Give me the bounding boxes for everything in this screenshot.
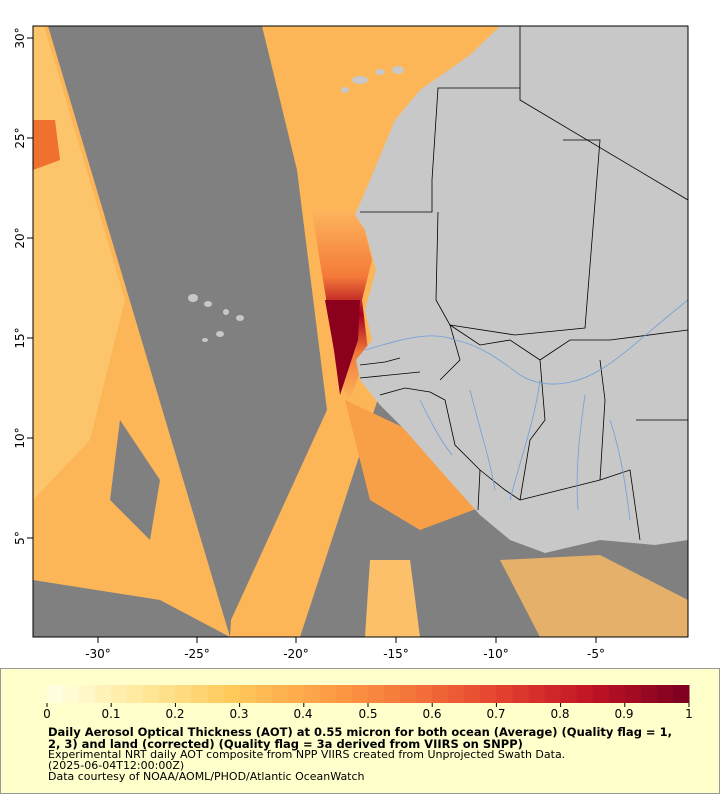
rivers — [364, 299, 688, 521]
aot-gulf-patch-2 — [500, 555, 688, 637]
colorbar-segment — [127, 685, 144, 703]
x-tick-label: -10° — [483, 647, 509, 661]
colorbar — [46, 685, 690, 707]
colorbar-segment — [400, 685, 417, 703]
legend-title: Daily Aerosol Optical Thickness (AOT) at… — [48, 725, 672, 751]
aot-patch-red-nw — [33, 120, 60, 170]
legend-credit: Data courtesy of NOAA/AOML/PHOD/Atlantic… — [48, 770, 365, 783]
colorbar-segment — [239, 685, 257, 703]
colorbar-segment — [95, 685, 112, 703]
colorbar-segment — [560, 685, 578, 703]
map-plot-area — [33, 26, 688, 637]
colorbar-segment — [480, 685, 497, 703]
colorbar-segment — [640, 685, 658, 703]
nodata-gap-sw — [33, 580, 230, 637]
aot-dust-core — [325, 300, 360, 395]
colorbar-tick-label: 0.8 — [550, 707, 570, 721]
colorbar-segment — [368, 685, 385, 703]
colorbar-segment — [624, 685, 642, 703]
colorbar-segment — [319, 685, 337, 703]
colorbar-segment — [207, 685, 225, 703]
colorbar-segment — [271, 685, 289, 703]
colorbar-tick-label: 0.9 — [614, 707, 634, 721]
colorbar-segment — [576, 685, 594, 703]
y-tick-label: 15° — [13, 327, 27, 348]
colorbar-segment — [255, 685, 273, 703]
y-tick-label: 30° — [13, 27, 27, 48]
y-axis: 30° 25° 20° 15° 10° 5° — [13, 27, 27, 544]
colorbar-segment — [223, 685, 241, 703]
colorbar-tick-label: 0.3 — [229, 707, 249, 721]
colorbar-tick-label: 0.6 — [422, 707, 442, 721]
colorbar-segment — [496, 685, 513, 703]
colorbar-segment — [287, 685, 305, 703]
country-borders — [359, 26, 688, 541]
tick-marks — [27, 37, 597, 643]
colorbar-segment — [111, 685, 128, 703]
colorbar-segment — [351, 685, 369, 703]
x-tick-label: -20° — [283, 647, 309, 661]
y-tick-label: 25° — [13, 127, 27, 148]
colorbar-segment — [448, 685, 465, 703]
y-tick-label: 20° — [13, 227, 27, 248]
colorbar-segment — [159, 685, 176, 703]
map-frame — [32, 25, 689, 638]
x-tick-label: -5° — [587, 647, 605, 661]
map-figure: -30° -25° -20° -15° -10° -5° 30° 25° 20°… — [13, 25, 689, 661]
colorbar-tick-label: 0.1 — [101, 707, 121, 721]
colorbar-tick-label: 1 — [685, 707, 693, 721]
land-africa — [355, 26, 688, 553]
colorbar-segment — [656, 685, 674, 703]
colorbar-segment — [63, 685, 80, 703]
legend-date: (2025-06-04T12:00:00Z) — [48, 759, 185, 772]
colorbar-tick-label: 0.4 — [293, 707, 313, 721]
aot-southern-coastal — [345, 400, 500, 530]
x-tick-label: -30° — [85, 647, 111, 661]
colorbar-segment — [432, 685, 449, 703]
x-tick-label: -25° — [184, 647, 210, 661]
colorbar-segment — [335, 685, 353, 703]
colorbar-segment — [143, 685, 160, 703]
canary-islands — [341, 66, 404, 93]
colorbar-segment — [512, 685, 529, 703]
y-tick-label: 10° — [13, 427, 27, 448]
x-tick-label: -15° — [383, 647, 409, 661]
aot-gulf-patch-1 — [365, 560, 420, 637]
map-svg: -30° -25° -20° -15° -10° -5° 30° 25° 20°… — [13, 25, 689, 661]
nodata-gap-w — [110, 420, 160, 540]
colorbar-segment — [528, 685, 546, 703]
colorbar-segment — [47, 685, 64, 703]
colorbar-segment — [303, 685, 321, 703]
colorbar-segment — [608, 685, 626, 703]
colorbar-segment — [191, 685, 208, 703]
colorbar-segment — [464, 685, 481, 703]
colorbar-tick-label: 0.7 — [486, 707, 506, 721]
colorbar-segment — [592, 685, 610, 703]
colorbar-tick-label: 0.2 — [165, 707, 185, 721]
legend-panel: 0 0.1 0.2 0.3 0.4 0.5 0.6 0.7 0.8 0.9 1 … — [0, 668, 720, 794]
colorbar-segment — [79, 685, 96, 703]
colorbar-tick-label: 0 — [43, 707, 51, 721]
colorbar-segment — [384, 685, 401, 703]
colorbar-tick-label: 0.5 — [358, 707, 378, 721]
y-tick-label: 5° — [13, 531, 27, 545]
legend-source-line: Experimental NRT daily AOT composite fro… — [48, 748, 566, 761]
colorbar-segment — [416, 685, 433, 703]
x-axis: -30° -25° -20° -15° -10° -5° — [85, 647, 605, 661]
colorbar-segment — [544, 685, 562, 703]
colorbar-segment — [672, 685, 690, 703]
colorbar-segment — [175, 685, 192, 703]
cape-verde-islands — [188, 294, 244, 342]
